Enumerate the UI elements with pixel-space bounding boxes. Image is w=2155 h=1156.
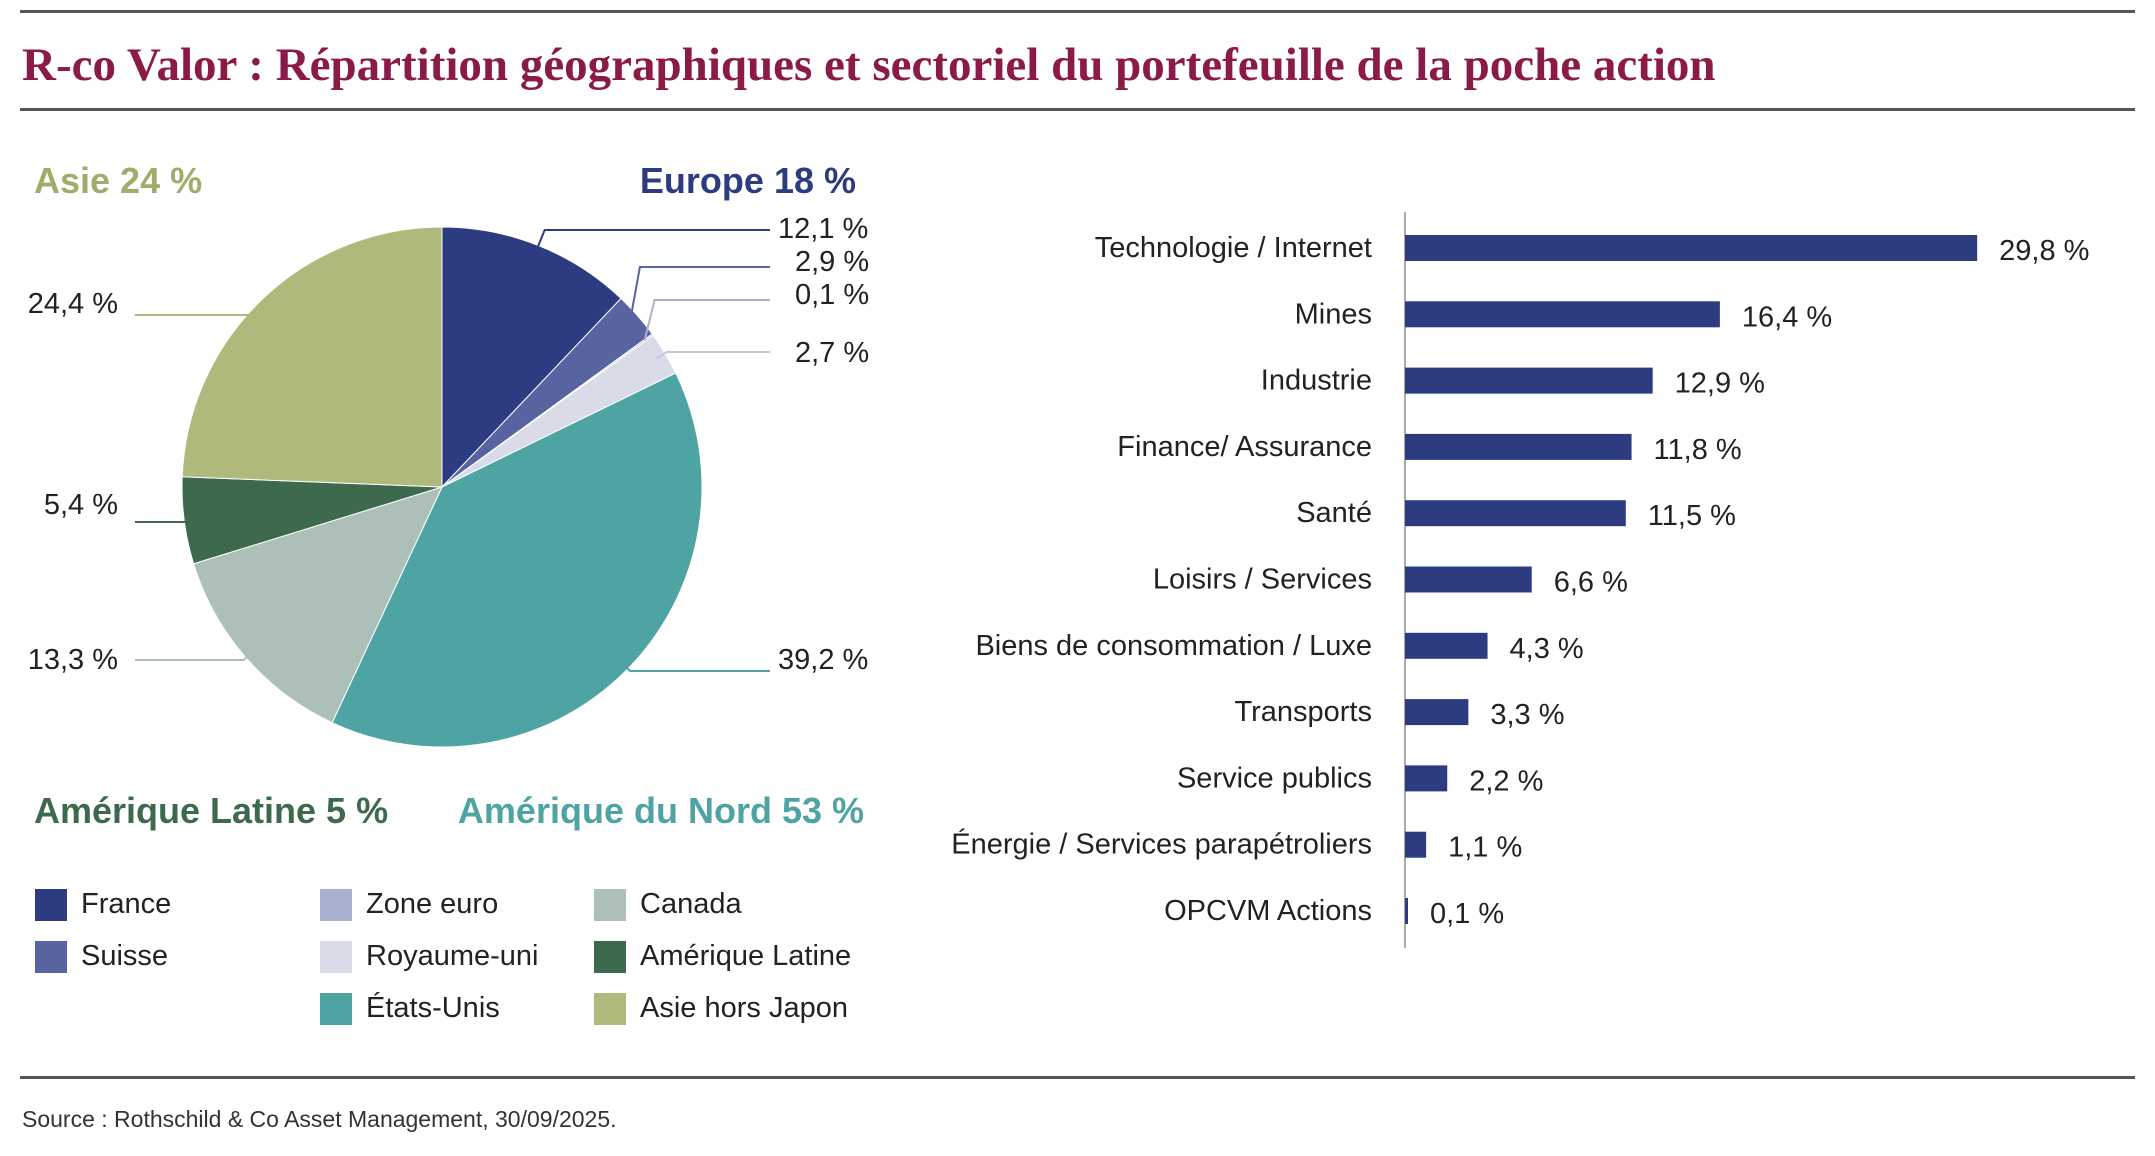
bar-category-label: Biens de consommation / Luxe [975, 630, 1372, 662]
legend-item-royaume-uni: Royaume-uni [320, 940, 538, 973]
pie-slices [181, 226, 703, 748]
geographic-pie-chart: 12,1 %2,9 %0,1 % 2,7 % 39,2 % 13,3 % 5,4 % 24… [28, 160, 869, 831]
bar-transports [1405, 699, 1469, 726]
pie-label-canada: 13,3 % [28, 644, 118, 676]
source-note: Source : Rothschild & Co Asset Managemen… [22, 1106, 617, 1132]
page-title: R-co Valor : Répartition géographiques e… [22, 39, 1716, 91]
legend-label: Royaume-uni [366, 940, 539, 972]
bar-opcvm-actions [1405, 898, 1408, 924]
legend-item-zone-euro: Zone euro [320, 888, 498, 921]
pie-label-suisse: 2,9 % [795, 246, 869, 278]
legend-label: Canada [640, 888, 742, 920]
bar-biens-de-consommation-luxe [1405, 632, 1488, 659]
pie-leader-asie-hors-japon [135, 306, 270, 316]
bar-value-label: 2,2 % [1469, 765, 1543, 797]
bar-category-label: Mines [1295, 298, 1372, 330]
pie-label-amerique-latine: 5,4 % [44, 489, 118, 521]
pie-label-france: 12,1 % [778, 213, 868, 245]
legend-item-france: France [35, 888, 171, 921]
top-rule [20, 10, 2135, 13]
bar-finance-assurance [1405, 433, 1632, 460]
pie-leader-lines [135, 229, 770, 672]
bar-service-publics [1405, 765, 1448, 792]
pie-leader-france [533, 229, 770, 256]
bar-value-label: 11,5 % [1648, 500, 1736, 532]
bar-value-label: 3,3 % [1490, 699, 1564, 731]
pie-slice-labels: 12,1 %2,9 %0,1 % 2,7 % 39,2 % 13,3 % 5,4 % 24… [28, 213, 869, 676]
pie-label-royaume-uni: 2,7 % [795, 337, 869, 369]
bar-value-label: 11,8 % [1654, 434, 1742, 466]
legend-item-etats-unis: États-Unis [320, 992, 500, 1025]
bar-category-label: Loisirs / Services [1153, 564, 1372, 596]
legend-label: Zone euro [366, 888, 499, 920]
bar-industrie [1405, 367, 1653, 394]
legend-swatch [594, 888, 626, 921]
pie-leader-royaume-uni [656, 351, 770, 360]
legend-item-asie-hors-japon: Asie hors Japon [594, 992, 848, 1025]
bars: Technologie / Internet 29,8 % Mines 16,4 % I… [951, 232, 2089, 930]
pie-leader-suisse [628, 266, 770, 323]
bar-category-label: Transports [1234, 696, 1372, 728]
region-label-asie: Asie 24 % [34, 160, 202, 201]
bar-value-label: 6,6 % [1554, 567, 1628, 599]
pie-leader-etats-unis [619, 661, 770, 672]
bar-category-label: Industrie [1261, 365, 1372, 397]
legend-swatch [594, 992, 626, 1025]
pie-leader-zone-euro [643, 299, 770, 341]
legend-label: Suisse [81, 940, 169, 972]
bar-value-label: 0,1 % [1430, 898, 1504, 930]
bar-category-label: Finance/ Assurance [1117, 431, 1372, 463]
legend-label: Amérique Latine [640, 940, 852, 972]
bar-value-label: 12,9 % [1675, 368, 1765, 400]
region-label-amerique-nord: Amérique du Nord 53 % [458, 790, 864, 831]
bar-technologie-internet [1405, 235, 1978, 261]
bar-energie-services-parapetroliers [1405, 831, 1427, 858]
pie-label-etats-unis: 39,2 % [778, 644, 868, 676]
bar-sante [1405, 500, 1626, 527]
pie-label-asie-hors-japon: 24,4 % [28, 288, 118, 320]
bar-value-label: 4,3 % [1510, 633, 1584, 665]
bar-category-label: Service publics [1177, 762, 1372, 794]
bar-value-label: 29,8 % [1999, 235, 2089, 267]
bottom-rule [20, 1076, 2135, 1079]
sector-bar-chart: Technologie / Internet 29,8 % Mines 16,4 % I… [951, 212, 2089, 948]
legend-swatch [594, 940, 626, 973]
region-label-europe: Europe 18 % [640, 160, 856, 201]
pie-leader-canada [135, 650, 255, 661]
legend-swatch [320, 992, 352, 1025]
pie-slice-asie-hors-japon [181, 226, 443, 488]
title-rule [20, 108, 2135, 111]
bar-category-label: Énergie / Services parapétroliers [951, 828, 1372, 861]
bar-category-label: Santé [1296, 497, 1372, 529]
bar-category-label: OPCVM Actions [1164, 895, 1372, 927]
bar-loisirs-services [1405, 566, 1532, 593]
pie-leader-amerique-latine [135, 518, 195, 523]
legend-item-canada: Canada [594, 888, 742, 921]
legend-item-amerique-latine: Amérique Latine [594, 940, 851, 973]
pie-label-zone-euro: 0,1 % [795, 279, 869, 311]
bar-mines [1405, 301, 1720, 328]
legend-swatch [35, 888, 67, 921]
legend-swatch [35, 940, 67, 973]
legend-label: Asie hors Japon [640, 992, 848, 1024]
bar-value-label: 16,4 % [1742, 301, 1832, 333]
legend-swatch [320, 888, 352, 921]
bar-value-label: 1,1 % [1448, 832, 1522, 864]
legend-swatch [320, 940, 352, 973]
legend-label: France [81, 888, 172, 920]
region-label-amerique-latine: Amérique Latine 5 % [34, 790, 388, 831]
bar-category-label: Technologie / Internet [1095, 232, 1372, 264]
legend-label: États-Unis [366, 992, 500, 1024]
legend-item-suisse: Suisse [35, 940, 168, 973]
